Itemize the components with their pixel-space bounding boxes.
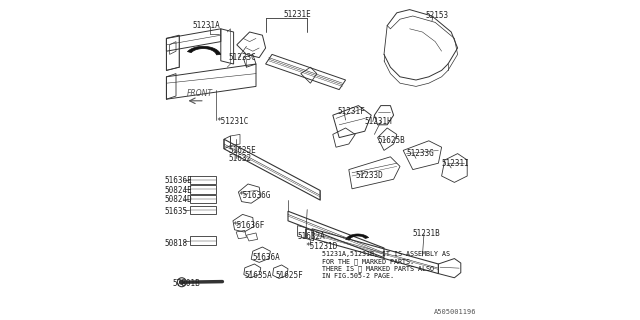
Text: *51636G: *51636G: [239, 191, 271, 200]
Text: A505001196: A505001196: [435, 309, 477, 315]
Text: 51233G: 51233G: [406, 149, 434, 158]
Text: 51632: 51632: [229, 154, 252, 163]
Text: 52153: 52153: [426, 12, 449, 20]
Text: 51231H: 51231H: [365, 117, 392, 126]
Text: 50824D: 50824D: [165, 196, 193, 204]
Text: 51231B: 51231B: [413, 229, 440, 238]
Text: FRONT: FRONT: [187, 89, 213, 98]
Text: 50824E: 50824E: [165, 186, 193, 195]
Text: 51625B: 51625B: [378, 136, 405, 145]
Text: 51636A: 51636A: [253, 253, 280, 262]
Text: 51635: 51635: [165, 207, 188, 216]
Text: 51233D: 51233D: [355, 172, 383, 180]
Circle shape: [180, 280, 184, 284]
Text: *51231D: *51231D: [306, 242, 338, 251]
Polygon shape: [346, 234, 369, 240]
Polygon shape: [188, 46, 221, 55]
Text: 51231A,51231B, IT IS ASSEMBLY AS
FOR THE ※ MARKED PARTS.
THERE IS ※ MARKED PARTS: 51231A,51231B, IT IS ASSEMBLY AS FOR THE…: [322, 251, 450, 279]
Text: 50818: 50818: [165, 239, 188, 248]
Text: 51635A: 51635A: [245, 271, 273, 280]
Text: 51233C: 51233C: [229, 53, 257, 62]
Text: 51231A: 51231A: [192, 21, 220, 30]
Text: 51625F: 51625F: [275, 271, 303, 280]
Text: 51231F: 51231F: [338, 108, 365, 116]
Text: 51231E: 51231E: [283, 10, 311, 19]
Text: *51231C: *51231C: [216, 117, 248, 126]
Text: 57801B: 57801B: [173, 279, 200, 288]
Text: 51625E: 51625E: [229, 146, 257, 155]
Text: 51636E: 51636E: [165, 176, 193, 185]
Text: 51632A: 51632A: [298, 232, 325, 241]
Text: 51231I: 51231I: [442, 159, 469, 168]
Text: *51636F: *51636F: [232, 221, 264, 230]
